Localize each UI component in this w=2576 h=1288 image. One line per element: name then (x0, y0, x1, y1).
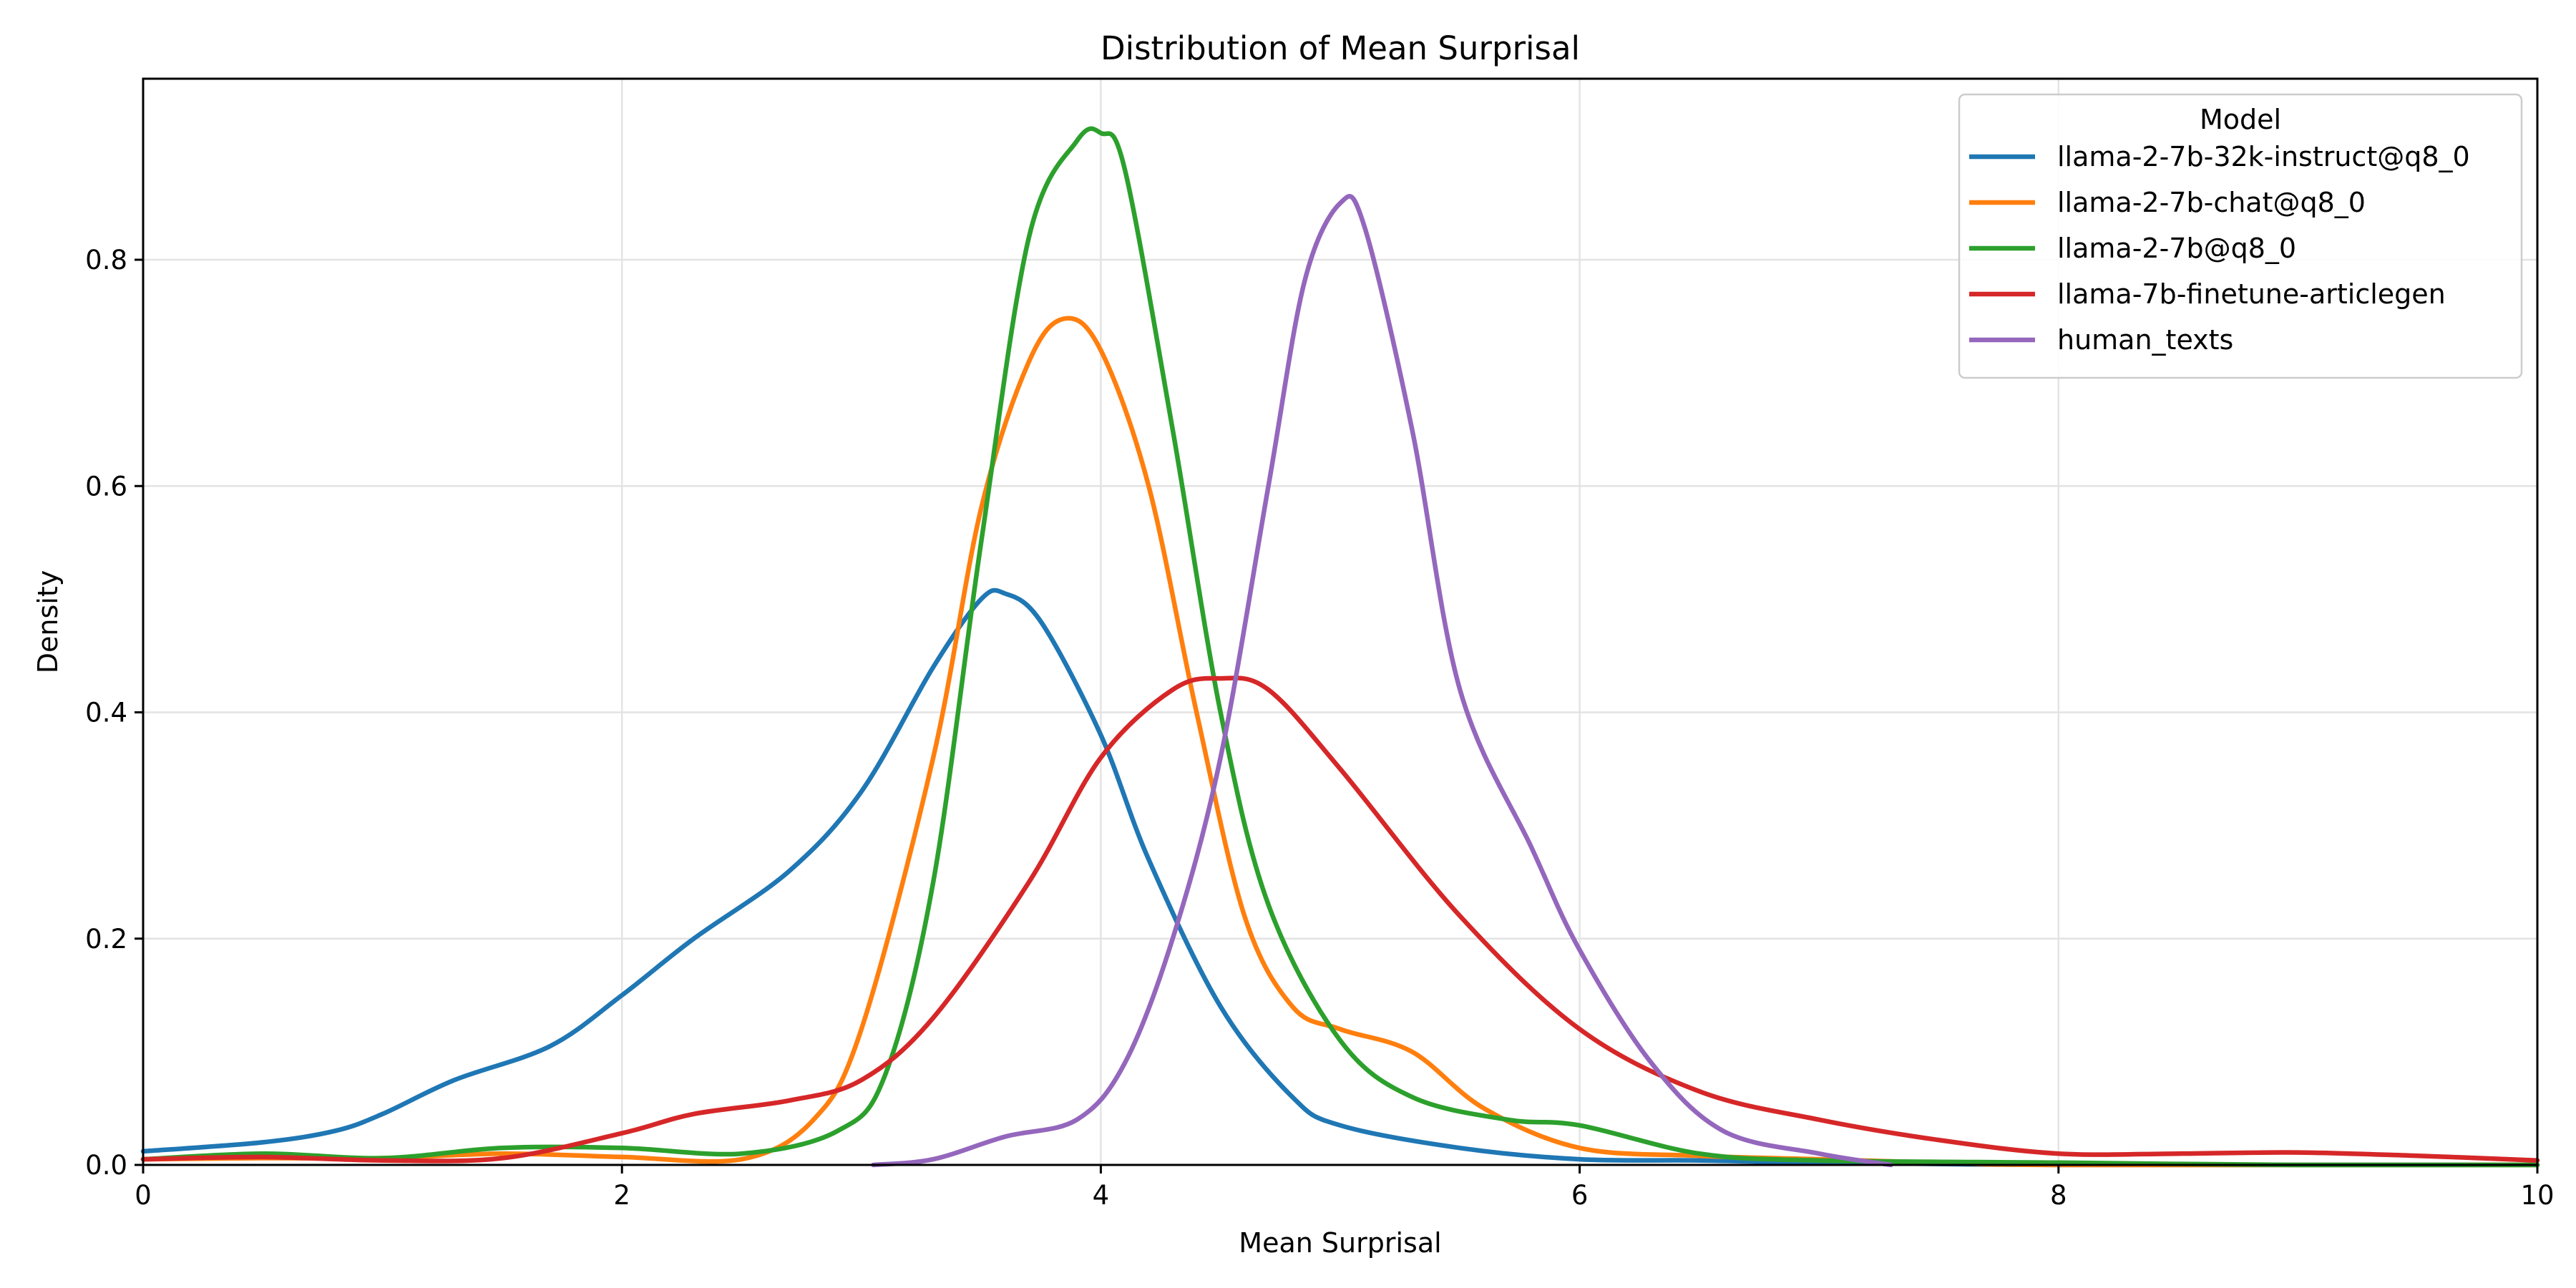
y-tick-label: 0.8 (85, 245, 127, 275)
y-tick-label: 0.2 (85, 924, 127, 955)
x-tick-label: 8 (2050, 1180, 2067, 1211)
tick-layer: 0 2 4 6 8 10 0.0 0.2 0.4 0.6 0.8 (85, 245, 2554, 1211)
y-axis-label: Density (32, 570, 64, 673)
legend-items: llama-2-7b-32k-instruct@q8_0 llama-2-7b-c… (1969, 141, 2470, 356)
x-tick-label: 6 (1571, 1180, 1589, 1211)
series-line-llama-7b-finetune-articlegen (140, 675, 2540, 1163)
series-line-llama-2-7b-32k-instruct-q8-0 (140, 587, 2540, 1168)
legend-title: Model (2200, 104, 2281, 135)
legend-label-llama-2-7b-chat-q8-0: llama-2-7b-chat@q8_0 (2057, 187, 2366, 218)
y-tick-label: 0.6 (85, 471, 127, 502)
legend: Model llama-2-7b-32k-instruct@q8_0llama-… (1958, 93, 2523, 379)
legend-box (1958, 93, 2523, 379)
x-tick-label: 10 (2520, 1180, 2554, 1211)
series-layer (140, 126, 2540, 1168)
plot-frame (142, 77, 2539, 1166)
x-tick-label: 0 (135, 1180, 152, 1211)
legend-label-llama-7b-finetune-articlegen: llama-7b-finetune-articlegen (2057, 278, 2446, 310)
series-line-human-texts (871, 194, 1893, 1168)
y-tick-label: 0.0 (85, 1150, 127, 1181)
x-tick-label: 2 (613, 1180, 630, 1211)
y-tick-label: 0.4 (85, 698, 127, 728)
legend-label-human-texts: human_texts (2057, 324, 2233, 356)
x-tick-label: 4 (1093, 1180, 1110, 1211)
chart-title: Distribution of Mean Surprisal (1101, 29, 1580, 67)
series-line-llama-2-7b-q8-0 (140, 126, 2540, 1168)
legend-label-llama-2-7b-q8-0: llama-2-7b@q8_0 (2057, 233, 2296, 264)
legend-label-llama-2-7b-32k-instruct-q8-0: llama-2-7b-32k-instruct@q8_0 (2057, 141, 2470, 172)
x-axis-label: Mean Surprisal (1239, 1227, 1441, 1259)
